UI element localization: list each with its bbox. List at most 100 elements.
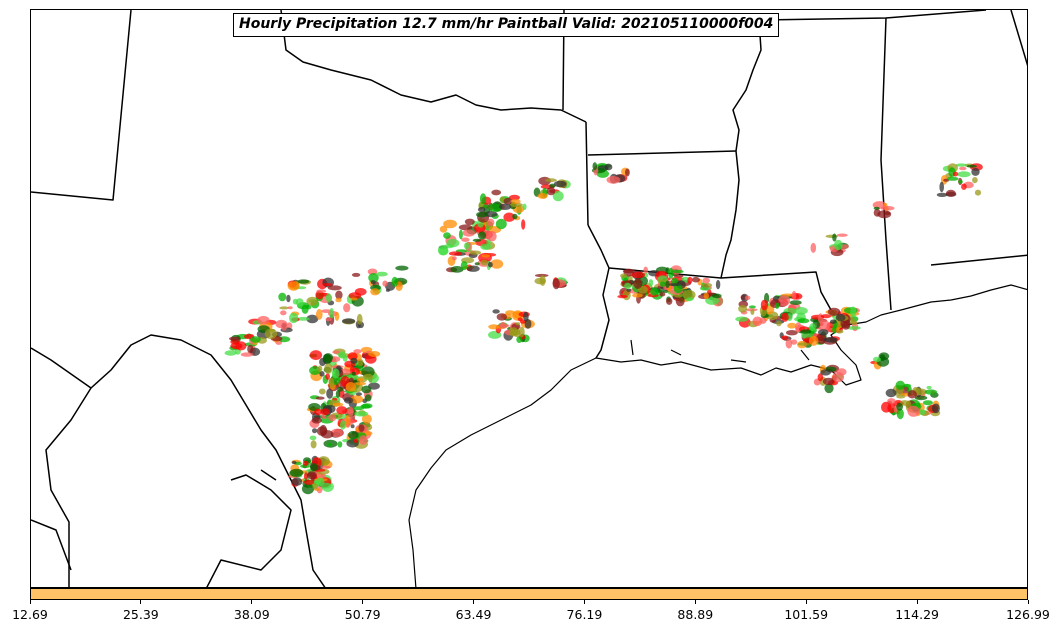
paintball-blob: [522, 203, 527, 210]
paintball-blob: [682, 289, 696, 300]
colorbar-tick-label: 25.39: [122, 607, 159, 622]
paintball-blob: [452, 256, 457, 261]
paintball-blob: [794, 307, 808, 315]
paintball-blob: [824, 383, 834, 394]
paintball-blob: [499, 203, 512, 210]
paintball-blob: [355, 382, 367, 386]
paintball-blob: [281, 322, 288, 331]
paintball-blob: [919, 409, 926, 416]
paintball-blob: [342, 355, 348, 362]
colorbar-tick: [29, 600, 31, 604]
colorbar-tick: [473, 600, 475, 604]
paintball-blob: [797, 318, 810, 324]
paintball-blob: [353, 349, 362, 354]
paintball-blob: [657, 279, 668, 284]
paintball-blob: [360, 404, 371, 409]
paintball-blob: [287, 306, 293, 310]
paintball-blob: [537, 193, 548, 199]
paintball-blob: [508, 194, 520, 201]
paintball-blob: [319, 424, 327, 436]
paintball-blob: [235, 341, 247, 351]
paintball-blob: [966, 164, 977, 168]
paintball-blob: [505, 310, 515, 315]
paintball-blob: [464, 218, 475, 225]
paintball-blob: [311, 417, 322, 424]
paintball-blob: [699, 286, 711, 291]
paintball-blob: [368, 273, 379, 283]
paintball-blob: [315, 477, 325, 486]
paintball-blob: [498, 323, 510, 328]
paintball-blob: [343, 397, 354, 404]
paintball-blob: [359, 435, 368, 445]
paintball-blob: [358, 424, 365, 432]
paintball-blob: [907, 405, 920, 417]
paintball-blob: [659, 291, 666, 297]
paintball-blob: [797, 342, 810, 346]
paintball-blob: [376, 271, 388, 277]
paintball-blob: [592, 162, 598, 171]
paintball-blob: [675, 295, 685, 307]
paintball-blob: [880, 205, 895, 211]
paintball-blob: [320, 465, 331, 469]
paintball-blob: [752, 316, 763, 327]
paintball-blob: [631, 271, 646, 279]
paintball-blob: [309, 435, 317, 441]
paintball-blob: [280, 310, 287, 316]
paintball-blob: [822, 377, 835, 386]
paintball-blob: [331, 368, 340, 379]
paintball-blob: [476, 211, 488, 218]
paintball-blob: [827, 307, 841, 316]
paintball-blob: [348, 430, 359, 440]
paintball-blob: [955, 163, 967, 167]
paintball-blob: [310, 440, 317, 449]
paintball-blob: [666, 297, 673, 305]
paintball-blob: [546, 187, 556, 196]
paintball-blob: [515, 322, 521, 326]
paintball-blob: [523, 311, 529, 322]
paintball-blob: [350, 424, 355, 429]
paintball-blob: [291, 460, 297, 465]
coastline: [408, 284, 1027, 587]
paintball-blob: [291, 477, 303, 486]
paintball-blob: [303, 479, 315, 485]
colorbar-tick-label: 50.79: [344, 607, 381, 622]
paintball-blob: [354, 411, 369, 417]
paintball-blob: [472, 238, 482, 242]
paintball-blob: [787, 322, 797, 329]
paintball-blob: [488, 261, 493, 268]
paintball-blob: [324, 363, 333, 374]
paintball-blob: [885, 388, 897, 398]
paintball-blob: [305, 304, 312, 310]
paintball-blob: [775, 302, 780, 309]
paintball-blob: [343, 303, 351, 313]
paintball-blob: [325, 293, 332, 303]
precipitation-paintballs: [224, 162, 983, 495]
paintball-blob: [488, 324, 500, 330]
paintball-blob: [295, 298, 304, 307]
paintball-blob: [317, 365, 323, 373]
paintball-blob: [815, 333, 827, 345]
paintball-blob: [337, 441, 343, 448]
paintball-blob: [744, 295, 751, 300]
paintball-blob: [665, 280, 670, 289]
paintball-blob: [974, 189, 982, 196]
paintball-blob: [477, 206, 486, 213]
paintball-blob: [439, 225, 448, 233]
paintball-blob: [337, 386, 344, 392]
paintball-blob: [350, 297, 358, 301]
paintball-blob: [778, 295, 790, 307]
paintball-blob: [508, 327, 519, 337]
paintball-blob: [643, 266, 648, 274]
paintball-blob: [650, 287, 659, 296]
paintball-blob: [817, 329, 829, 336]
paintball-blob: [896, 403, 903, 411]
paintball-blob: [789, 300, 802, 305]
paintball-blob: [264, 328, 278, 339]
paintball-blob: [850, 306, 857, 318]
colorbar-tick-label: 76.19: [566, 607, 603, 622]
paintball-blob: [791, 290, 797, 300]
paintball-blob: [701, 282, 713, 288]
paintball-blob: [487, 231, 497, 242]
paintball-blob: [957, 171, 971, 178]
paintball-blob: [659, 281, 666, 287]
